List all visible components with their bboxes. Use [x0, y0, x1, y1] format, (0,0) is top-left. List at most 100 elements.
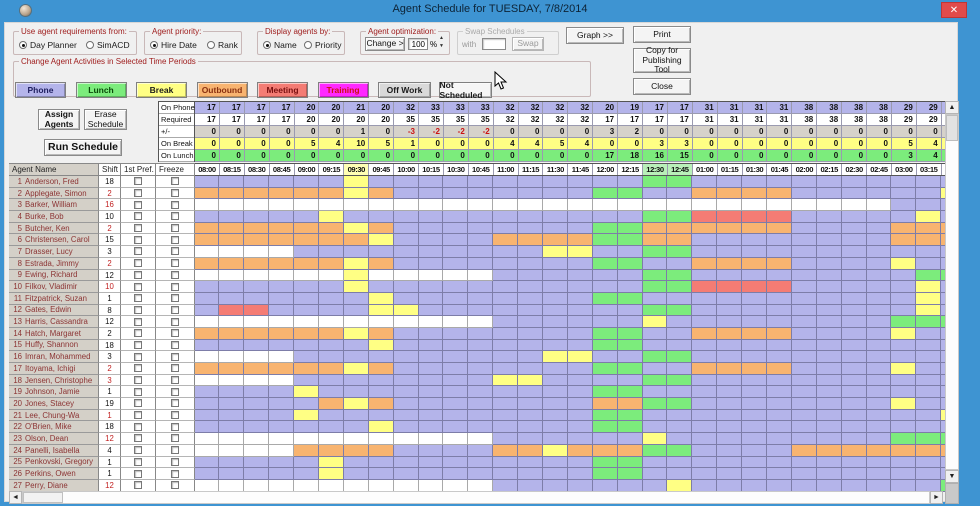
- schedule-cell[interactable]: [617, 374, 643, 387]
- schedule-cell[interactable]: [343, 199, 369, 212]
- schedule-cell[interactable]: [269, 246, 295, 258]
- schedule-cell[interactable]: [318, 304, 344, 317]
- schedule-cell[interactable]: [791, 269, 817, 282]
- schedule-cell[interactable]: [468, 374, 494, 387]
- schedule-cell[interactable]: [766, 374, 792, 387]
- freeze-checkbox[interactable]: [170, 446, 179, 455]
- freeze-checkbox[interactable]: [170, 469, 179, 478]
- schedule-cell[interactable]: [418, 444, 444, 457]
- schedule-cell[interactable]: [294, 421, 319, 434]
- schedule-cell[interactable]: [567, 187, 593, 200]
- schedule-cell[interactable]: [717, 257, 743, 270]
- freeze-checkbox[interactable]: [170, 189, 179, 198]
- schedule-cell[interactable]: [294, 409, 319, 422]
- schedule-cell[interactable]: [294, 222, 319, 235]
- schedule-cell[interactable]: [244, 421, 270, 434]
- schedule-cell[interactable]: [542, 211, 568, 223]
- schedule-cell[interactable]: [542, 269, 568, 282]
- schedule-cell[interactable]: [244, 234, 270, 247]
- schedule-cell[interactable]: [791, 176, 817, 188]
- schedule-cell[interactable]: [766, 304, 792, 317]
- schedule-cell[interactable]: [368, 444, 394, 457]
- first-pref-checkbox[interactable]: [134, 411, 142, 420]
- schedule-cell[interactable]: [493, 257, 519, 270]
- schedule-cell[interactable]: [916, 386, 942, 399]
- first-pref-checkbox[interactable]: [134, 376, 142, 385]
- schedule-cell[interactable]: [567, 409, 593, 422]
- time-header-cell[interactable]: 02:15: [817, 164, 843, 175]
- schedule-cell[interactable]: [443, 199, 469, 212]
- schedule-cell[interactable]: [194, 339, 220, 352]
- schedule-cell[interactable]: [717, 269, 743, 282]
- schedule-cell[interactable]: [891, 421, 917, 434]
- schedule-cell[interactable]: [841, 398, 867, 410]
- schedule-cell[interactable]: [393, 327, 419, 340]
- schedule-cell[interactable]: [318, 281, 344, 293]
- schedule-cell[interactable]: [891, 444, 917, 457]
- schedule-cell[interactable]: [518, 304, 543, 317]
- schedule-cell[interactable]: [692, 374, 718, 387]
- schedule-cell[interactable]: [244, 187, 270, 200]
- schedule-cell[interactable]: [742, 199, 767, 212]
- schedule-cell[interactable]: [542, 327, 568, 340]
- schedule-cell[interactable]: [393, 234, 419, 247]
- schedule-cell[interactable]: [269, 199, 295, 212]
- schedule-cell[interactable]: [642, 211, 668, 223]
- schedule-cell[interactable]: [219, 281, 245, 293]
- schedule-cell[interactable]: [816, 433, 842, 445]
- schedule-cell[interactable]: [318, 187, 344, 200]
- schedule-cell[interactable]: [642, 386, 668, 399]
- schedule-cell[interactable]: [418, 211, 444, 223]
- schedule-cell[interactable]: [269, 421, 295, 434]
- schedule-cell[interactable]: [642, 468, 668, 480]
- schedule-cell[interactable]: [617, 246, 643, 258]
- schedule-cell[interactable]: [194, 176, 220, 188]
- schedule-cell[interactable]: [542, 176, 568, 188]
- schedule-cell[interactable]: [468, 433, 494, 445]
- schedule-cell[interactable]: [667, 386, 693, 399]
- schedule-cell[interactable]: [667, 363, 693, 375]
- schedule-cell[interactable]: [518, 281, 543, 293]
- schedule-cell[interactable]: [841, 292, 867, 305]
- schedule-cell[interactable]: [841, 269, 867, 282]
- schedule-cell[interactable]: [692, 281, 718, 293]
- schedule-cell[interactable]: [667, 339, 693, 352]
- schedule-cell[interactable]: [368, 176, 394, 188]
- legend-button-off-work[interactable]: Off Work: [378, 82, 431, 98]
- schedule-cell[interactable]: [717, 292, 743, 305]
- schedule-cell[interactable]: [269, 176, 295, 188]
- schedule-cell[interactable]: [418, 316, 444, 328]
- schedule-cell[interactable]: [642, 187, 668, 200]
- schedule-cell[interactable]: [841, 363, 867, 375]
- freeze-checkbox[interactable]: [170, 481, 179, 490]
- schedule-cell[interactable]: [493, 246, 519, 258]
- first-pref-checkbox[interactable]: [134, 329, 142, 338]
- schedule-cell[interactable]: [418, 257, 444, 270]
- schedule-cell[interactable]: [418, 304, 444, 317]
- schedule-cell[interactable]: [866, 316, 892, 328]
- schedule-cell[interactable]: [891, 363, 917, 375]
- freeze-checkbox[interactable]: [170, 411, 179, 420]
- schedule-cell[interactable]: [542, 187, 568, 200]
- schedule-cell[interactable]: [617, 339, 643, 352]
- schedule-cell[interactable]: [493, 327, 519, 340]
- freeze-checkbox[interactable]: [170, 364, 179, 373]
- schedule-cell[interactable]: [766, 199, 792, 212]
- schedule-cell[interactable]: [269, 468, 295, 480]
- schedule-cell[interactable]: [244, 281, 270, 293]
- schedule-cell[interactable]: [269, 444, 295, 457]
- schedule-cell[interactable]: [791, 316, 817, 328]
- schedule-cell[interactable]: [766, 351, 792, 363]
- schedule-cell[interactable]: [891, 398, 917, 410]
- schedule-cell[interactable]: [343, 222, 369, 235]
- schedule-cell[interactable]: [592, 386, 618, 399]
- schedule-cell[interactable]: [368, 327, 394, 340]
- schedule-cell[interactable]: [393, 456, 419, 469]
- schedule-cell[interactable]: [866, 363, 892, 375]
- schedule-cell[interactable]: [194, 444, 220, 457]
- schedule-cell[interactable]: [269, 351, 295, 363]
- schedule-cell[interactable]: [816, 363, 842, 375]
- schedule-cell[interactable]: [244, 351, 270, 363]
- schedule-cell[interactable]: [816, 211, 842, 223]
- schedule-cell[interactable]: [219, 187, 245, 200]
